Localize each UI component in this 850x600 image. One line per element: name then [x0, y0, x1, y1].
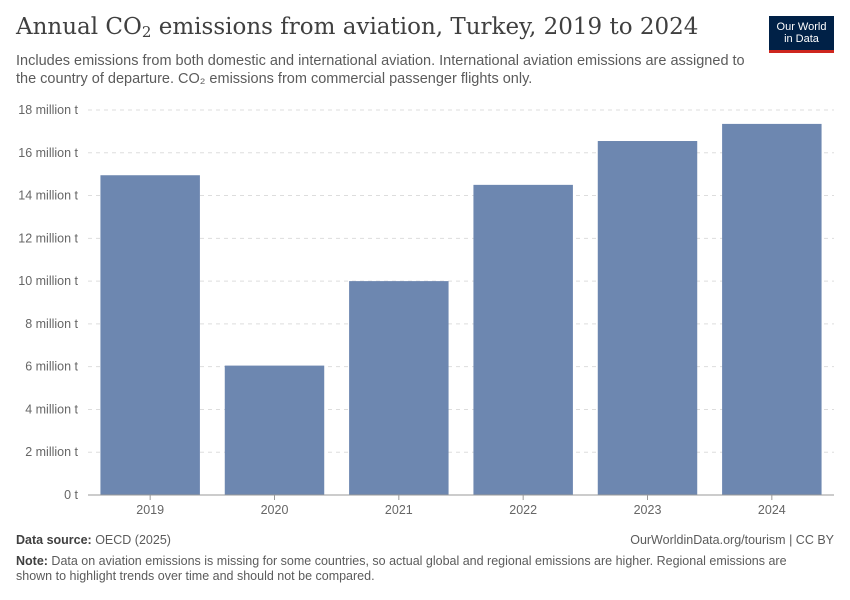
- y-tick-label: 6 million t: [25, 360, 78, 374]
- bar: [100, 175, 200, 495]
- bar-chart: 0 t 2 million t 4 million t 6 million t 8 mi…: [18, 103, 834, 517]
- x-tick-label: 2023: [634, 503, 662, 517]
- y-tick-label: 12 million t: [18, 231, 78, 245]
- logo-line-1: Our World: [776, 21, 827, 33]
- bar: [722, 123, 822, 496]
- chart-subtitle: Includes emissions from both domestic an…: [16, 53, 745, 87]
- y-tick-label: 4 million t: [25, 402, 78, 416]
- bar: [597, 141, 698, 495]
- x-tick-label: 2019: [136, 503, 164, 517]
- x-tick-label: 2024: [758, 503, 786, 517]
- bar: [473, 184, 573, 495]
- bar: [349, 281, 449, 495]
- y-tick-label: 10 million t: [18, 274, 78, 288]
- y-tick-label: 18 million t: [18, 103, 78, 117]
- x-tick-label: 2022: [509, 503, 537, 517]
- y-tick-label: 0 t: [64, 488, 78, 502]
- x-tick-label: 2020: [261, 503, 289, 517]
- data-source: Data source: OECD (2025): [16, 533, 171, 547]
- chart-title: Annual CO2 emissions from aviation, Turk…: [16, 14, 699, 41]
- footnote: Note: Data on aviation emissions is miss…: [16, 554, 787, 583]
- bar: [224, 365, 325, 495]
- logo-line-2: in Data: [784, 33, 819, 45]
- y-tick-label: 16 million t: [18, 146, 78, 160]
- credit-link[interactable]: OurWorldinData.org/tourism | CC BY: [630, 533, 834, 547]
- x-tick-label: 2021: [385, 503, 413, 517]
- y-tick-label: 14 million t: [18, 189, 78, 203]
- y-tick-label: 2 million t: [25, 445, 78, 459]
- owid-logo[interactable]: Our World in Data: [769, 16, 834, 53]
- y-tick-label: 8 million t: [25, 317, 78, 331]
